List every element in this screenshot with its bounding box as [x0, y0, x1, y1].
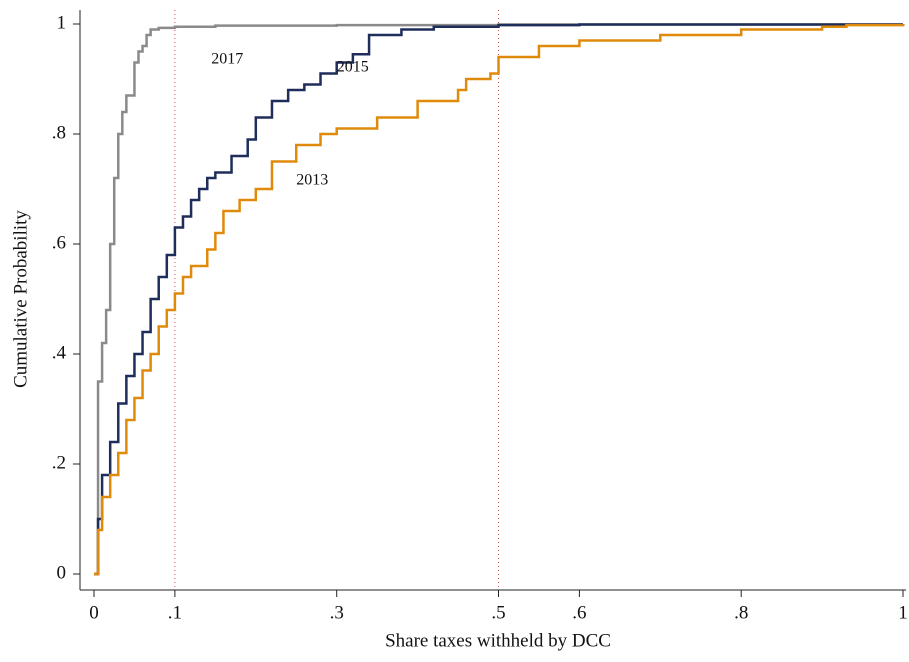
y-tick-label: 1 — [57, 12, 67, 33]
series-label: 2015 — [337, 59, 369, 76]
x-tick-label: 0 — [89, 602, 99, 623]
cdf-line — [94, 23, 905, 576]
x-tick-label: 1 — [898, 602, 908, 623]
x-axis-title: Share taxes withheld by DCC — [385, 630, 611, 651]
y-axis-title: Cumulative Probability — [10, 210, 31, 388]
y-tick-label: .8 — [52, 122, 66, 143]
series-label: 2017 — [211, 50, 243, 67]
x-tick-label: .5 — [491, 602, 505, 623]
x-tick-label: .1 — [168, 602, 182, 623]
y-tick-label: .6 — [52, 232, 66, 253]
cdf-line — [94, 23, 905, 576]
x-tick-label: .3 — [330, 602, 344, 623]
series-label: 2013 — [296, 171, 328, 188]
x-tick-label: .8 — [734, 602, 748, 623]
x-tick-label: .6 — [572, 602, 586, 623]
y-tick-label: .4 — [52, 342, 67, 363]
y-tick-label: 0 — [57, 562, 67, 583]
y-tick-label: .2 — [52, 452, 66, 473]
cdf-line — [94, 23, 905, 576]
